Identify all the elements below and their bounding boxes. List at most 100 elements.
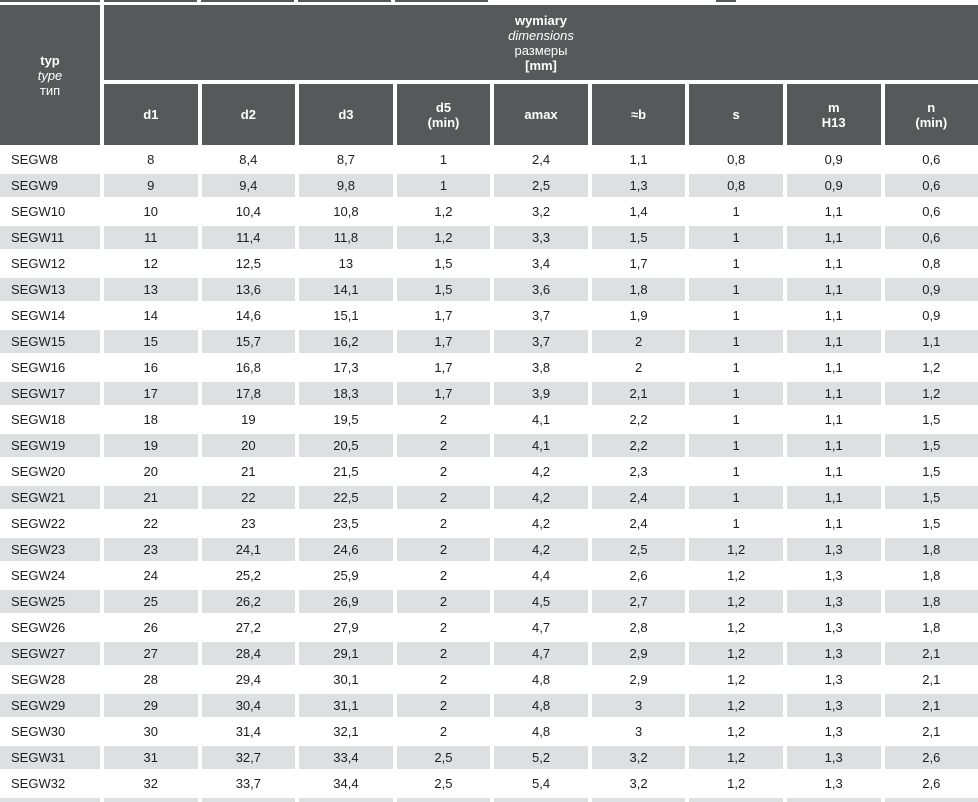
cell-d1: 29 — [104, 694, 198, 717]
cell-d3: 9,8 — [299, 174, 393, 197]
cell-d1: 14 — [104, 304, 198, 327]
cell-b: 1,5 — [591, 226, 686, 249]
cell-s: 1 — [689, 408, 783, 431]
cell-amax: 3,3 — [494, 226, 588, 249]
cell-d2: 24,1 — [201, 538, 296, 561]
cell-type: SEGW13 — [0, 278, 100, 301]
cell-d1: 25 — [104, 590, 198, 613]
cell-d3: 16,2 — [299, 330, 393, 353]
cell-type: SEGW15 — [0, 330, 100, 353]
cell-amax: 4,8 — [494, 668, 588, 691]
cell-b: 2,3 — [591, 460, 686, 483]
cell-d5-min: 2 — [396, 720, 491, 743]
cell-d5-min: 1,5 — [396, 252, 491, 275]
cell-b: 1,4 — [591, 200, 686, 223]
cell-d5-min: 2 — [396, 564, 491, 587]
cell-d5-min: 2 — [396, 616, 491, 639]
cell-d3: 10,8 — [299, 200, 393, 223]
cell-n-min: 1,1 — [884, 330, 978, 353]
cell-m-h13: 1,1 — [786, 226, 881, 249]
cell-s: 1 — [689, 356, 783, 379]
column-header-s: s — [689, 84, 783, 145]
cell-n-min: 1,2 — [884, 356, 978, 379]
cell-s: 1,2 — [689, 590, 783, 613]
cell-d2: 27,2 — [201, 616, 296, 639]
cell-type: SEGW10 — [0, 200, 100, 223]
cell-n-min: 1,5 — [884, 512, 978, 535]
cell-d5-min: 1,2 — [396, 200, 491, 223]
cell-m-h13: 1,1 — [786, 356, 881, 379]
cell-d5-min: 2,5 — [396, 746, 491, 769]
cell-type: SEGW31 — [0, 746, 100, 769]
table-row: SEGW30 30 31,4 32,1 2 4,8 3 1,2 1,3 2,1 — [0, 720, 978, 743]
cell-d3: 25,9 — [299, 564, 393, 587]
cell-d5-min: 2 — [396, 538, 491, 561]
cell-m-h13: 1,1 — [786, 382, 881, 405]
cell-d2: 11,4 — [201, 226, 296, 249]
cell-s: 1 — [689, 278, 783, 301]
cell-d5-min: 2 — [396, 408, 491, 431]
cell-d1: 30 — [104, 720, 198, 743]
cell-d5-min: 1,7 — [396, 304, 491, 327]
cell-n-min: 0,6 — [884, 226, 978, 249]
table-row: SEGW20 20 21 21,5 2 4,2 2,3 1 1,1 1,5 — [0, 460, 978, 483]
cell-s: 1 — [689, 434, 783, 457]
cell-d5-min: 1 — [396, 174, 491, 197]
cell-m-h13: 1,3 — [786, 538, 881, 561]
cell-s: 1 — [689, 330, 783, 353]
dimensions-label-pl: wymiary — [514, 12, 568, 28]
cell-d3: 23,5 — [299, 512, 393, 535]
cell-d1: 16 — [104, 356, 198, 379]
column-label: d5 — [435, 99, 452, 115]
cell-d3: 17,3 — [299, 356, 393, 379]
cell-d3: 29,1 — [299, 642, 393, 665]
cell-d5-min: 1,7 — [396, 382, 491, 405]
cell-n-min: 2,1 — [884, 642, 978, 665]
cell-d2: 20 — [201, 434, 296, 457]
cell-n-min: 2,1 — [884, 720, 978, 743]
table-row: SEGW12 12 12,5 13 1,5 3,4 1,7 1 1,1 0,8 — [0, 252, 978, 275]
cell-m-h13: 1,3 — [786, 590, 881, 613]
cell-amax: 4,1 — [494, 408, 588, 431]
cell-s: 1,2 — [689, 746, 783, 769]
cell-d5-min: 2 — [396, 460, 491, 483]
cell-n-min: 2,6 — [884, 772, 978, 795]
cell-empty — [591, 798, 686, 802]
cell-d1: 18 — [104, 408, 198, 431]
cell-d1: 32 — [104, 772, 198, 795]
cell-type: SEGW19 — [0, 434, 100, 457]
cell-type: SEGW21 — [0, 486, 100, 509]
cell-type: SEGW27 — [0, 642, 100, 665]
cell-d3: 24,6 — [299, 538, 393, 561]
cell-n-min: 0,6 — [884, 148, 978, 171]
cropped-row-remnant — [0, 0, 978, 2]
cell-d3: 14,1 — [299, 278, 393, 301]
cell-d3: 20,5 — [299, 434, 393, 457]
cell-n-min: 1,5 — [884, 408, 978, 431]
table-row: SEGW16 16 16,8 17,3 1,7 3,8 2 1 1,1 1,2 — [0, 356, 978, 379]
cell-amax: 3,9 — [494, 382, 588, 405]
cell-m-h13: 1,3 — [786, 616, 881, 639]
cell-n-min: 1,8 — [884, 616, 978, 639]
cell-s: 1,2 — [689, 538, 783, 561]
column-header-d1: d1 — [104, 84, 198, 145]
column-label: d3 — [338, 107, 354, 122]
cell-d5-min: 2 — [396, 486, 491, 509]
cell-amax: 3,7 — [494, 330, 588, 353]
column-label: d1 — [143, 107, 159, 122]
cell-n-min: 2,6 — [884, 746, 978, 769]
cell-s: 1,2 — [689, 616, 783, 639]
remnant-segment — [0, 0, 100, 2]
cell-d1: 22 — [104, 512, 198, 535]
cell-d3: 15,1 — [299, 304, 393, 327]
type-label-en: type — [37, 67, 63, 83]
cell-d1: 9 — [104, 174, 198, 197]
cell-d1: 10 — [104, 200, 198, 223]
cell-amax: 3,7 — [494, 304, 588, 327]
cell-s: 1 — [689, 304, 783, 327]
cell-amax: 3,4 — [494, 252, 588, 275]
dimensions-label-en: dimensions — [508, 27, 574, 43]
cell-n-min: 1,5 — [884, 434, 978, 457]
cell-b: 3,2 — [591, 772, 686, 795]
cell-d1: 17 — [104, 382, 198, 405]
